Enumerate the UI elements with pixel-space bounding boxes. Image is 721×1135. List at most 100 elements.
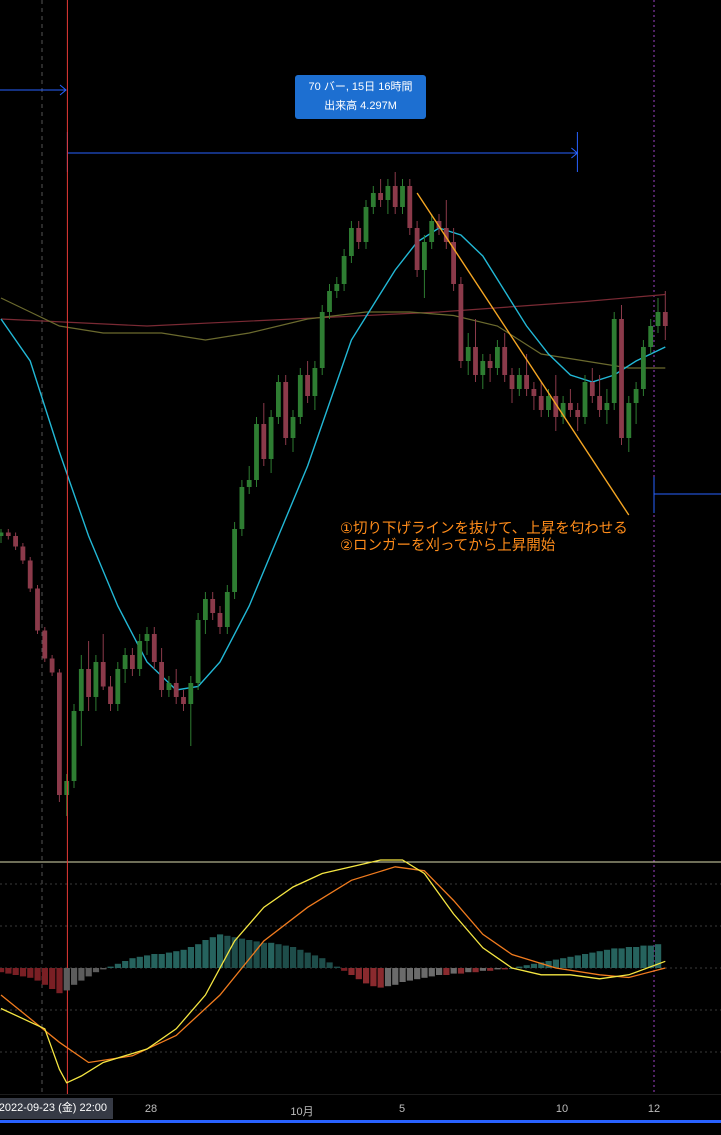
macd-histogram-bar <box>633 947 640 968</box>
candle-body <box>487 361 493 368</box>
macd-histogram-bar <box>414 968 421 980</box>
candle-body <box>224 592 230 627</box>
time-axis[interactable]: 2022-09-23 (金) 22:00 28 10月 5 10 12 <box>0 1094 721 1122</box>
candle-body <box>524 375 529 389</box>
crosshair-time-label: 2022-09-23 (金) 22:00 <box>0 1098 113 1119</box>
macd-histogram-bar <box>41 968 48 985</box>
macd-histogram-bar <box>523 965 530 968</box>
candle-body <box>217 613 223 627</box>
candle-body <box>509 375 515 389</box>
candle-body <box>560 403 566 417</box>
macd-lines <box>0 859 666 1084</box>
macd-histogram-bar <box>173 951 180 968</box>
macd-histogram-bar <box>78 968 85 981</box>
macd-histogram-bar <box>34 968 41 981</box>
candle-body <box>626 403 632 438</box>
macd-histogram-bar <box>479 968 486 971</box>
candle-body <box>363 207 369 242</box>
candle-body <box>575 410 581 417</box>
macd-histogram-bar <box>603 949 611 968</box>
candle-body <box>0 532 4 536</box>
candle-body <box>100 662 106 687</box>
macd-histogram-bar <box>275 944 282 968</box>
annotation-line-1: ①切り下げラインを抜けて、上昇を匂わせる <box>340 521 628 537</box>
candlesticks <box>0 172 668 816</box>
candle-body <box>130 655 135 669</box>
macd-histogram-bar <box>319 958 326 968</box>
candle-body <box>568 403 573 410</box>
macd-histogram-bar <box>49 968 56 989</box>
candle-body <box>502 347 508 375</box>
macd-histogram-bar <box>538 962 545 968</box>
macd-histogram-bar <box>494 968 501 970</box>
macd-histogram-bar <box>516 966 523 968</box>
candle-body <box>64 781 70 795</box>
macd-histogram-bar <box>348 968 355 975</box>
macd-histogram-bar <box>560 958 567 968</box>
candle-body <box>276 382 281 417</box>
macd-histogram-bar <box>129 958 136 968</box>
macd-histogram-bar <box>297 949 304 968</box>
candle-body <box>144 634 150 641</box>
macd-histogram-bar <box>282 945 289 968</box>
macd-histogram-bar <box>450 968 457 974</box>
macd-histogram-bar <box>326 962 333 968</box>
candle-body <box>319 312 325 368</box>
macd-histogram-bar <box>545 961 552 968</box>
moving-average-lines <box>0 227 666 691</box>
macd-histogram-bar <box>472 968 479 973</box>
candle-body <box>35 588 40 631</box>
ma-mid-line <box>0 297 666 369</box>
candle-body <box>108 686 113 704</box>
macd-histogram-bar <box>363 968 370 984</box>
macd-histogram-bar <box>625 947 632 968</box>
macd-histogram-bar <box>27 968 34 978</box>
macd-histogram-bar <box>611 948 618 968</box>
macd-histogram-bar <box>144 955 151 968</box>
candle-body <box>349 228 354 256</box>
macd-histogram-bar <box>399 968 406 982</box>
macd-histogram-bar <box>71 968 78 985</box>
candle-body <box>334 284 340 291</box>
candle-body <box>422 242 427 270</box>
macd-histogram-bar <box>195 944 202 968</box>
candle-body <box>597 396 602 410</box>
time-tick: 12 <box>647 1103 661 1115</box>
macd-histogram-bar <box>238 938 246 968</box>
candle-body <box>648 326 654 347</box>
macd-histogram-bar <box>428 968 435 977</box>
candle-body <box>480 361 486 375</box>
candle-body <box>400 186 405 207</box>
macd-histogram-bar <box>63 968 70 991</box>
candle-body <box>151 634 157 662</box>
measure-arrowhead <box>59 84 67 96</box>
candle-body <box>619 319 624 438</box>
macd-histogram-bar <box>165 952 173 968</box>
macd-histogram-bar <box>158 954 165 968</box>
macd-histogram-bar <box>0 968 5 973</box>
time-tick: 10月 <box>290 1106 314 1118</box>
candle-body <box>443 228 449 242</box>
text-annotation[interactable]: ①切り下げラインを抜けて、上昇を匂わせる ②ロンガーを刈ってから上昇開始 <box>340 521 628 555</box>
candle-body <box>392 186 398 207</box>
macd-histogram-bar <box>304 952 311 968</box>
measure-bars-duration: 70 バー, 15日 16時間 <box>308 81 413 93</box>
macd-histogram-bar <box>436 968 443 975</box>
candle-body <box>414 228 420 270</box>
macd-histogram-bar <box>647 945 654 968</box>
macd-line <box>0 859 666 1084</box>
candle-body <box>538 396 544 410</box>
candle-body <box>604 403 610 410</box>
candle-body <box>290 417 296 438</box>
candle-body <box>86 669 91 697</box>
candle-body <box>71 711 77 781</box>
candle-body <box>203 599 208 620</box>
candle-body <box>378 193 383 200</box>
macd-histogram-bar <box>19 968 27 977</box>
candle-body <box>465 347 471 361</box>
ma-slow-line <box>0 293 666 327</box>
macd-histogram-bar <box>202 940 209 968</box>
candle-body <box>13 536 18 547</box>
candle-body <box>57 672 62 795</box>
